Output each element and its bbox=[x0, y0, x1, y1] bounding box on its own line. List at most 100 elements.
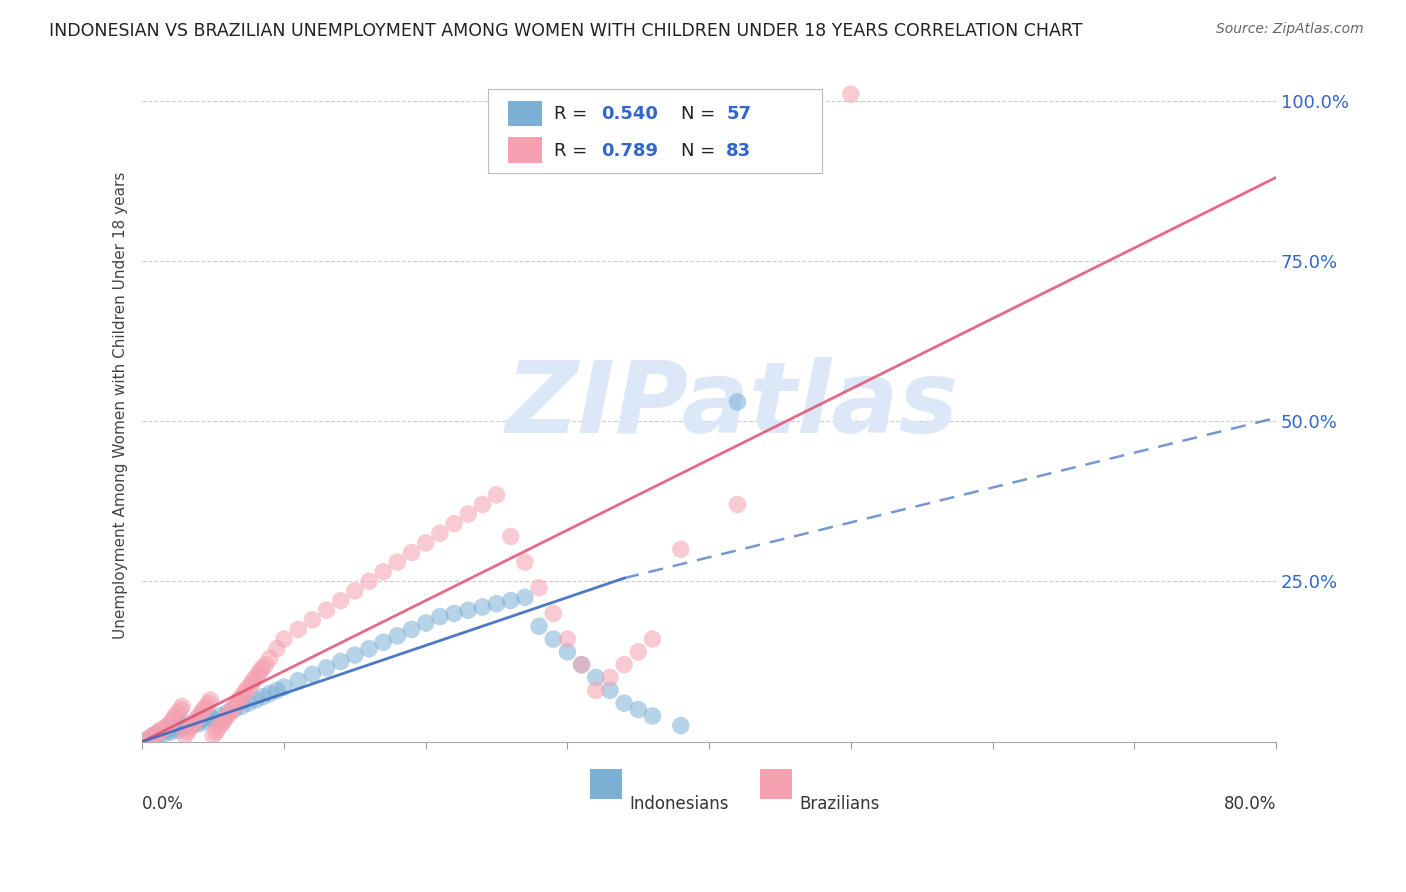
Point bbox=[155, 721, 177, 735]
Point bbox=[513, 591, 536, 605]
Point bbox=[135, 732, 157, 747]
Point bbox=[585, 671, 607, 685]
Point bbox=[557, 632, 579, 646]
Point bbox=[202, 728, 225, 742]
Point bbox=[527, 581, 550, 595]
Point bbox=[156, 718, 179, 732]
Point bbox=[401, 623, 423, 637]
Point bbox=[247, 667, 270, 681]
Point bbox=[485, 488, 508, 502]
Point bbox=[156, 723, 179, 737]
Point bbox=[443, 516, 465, 531]
Point bbox=[727, 395, 749, 409]
Text: 83: 83 bbox=[725, 142, 751, 160]
Point bbox=[727, 498, 749, 512]
Point bbox=[315, 661, 337, 675]
Point bbox=[585, 683, 607, 698]
Point bbox=[142, 728, 165, 742]
Point bbox=[571, 657, 593, 672]
Point bbox=[217, 709, 239, 723]
Point bbox=[541, 607, 564, 621]
Point bbox=[329, 655, 352, 669]
Text: 57: 57 bbox=[725, 105, 751, 123]
Point bbox=[387, 555, 409, 569]
Point bbox=[252, 661, 274, 675]
Point bbox=[235, 683, 257, 698]
Text: N =: N = bbox=[681, 105, 721, 123]
Point bbox=[217, 706, 239, 720]
Point bbox=[401, 545, 423, 559]
Point bbox=[343, 584, 366, 599]
Point bbox=[224, 699, 246, 714]
Point bbox=[373, 635, 395, 649]
Point bbox=[170, 718, 193, 732]
Point bbox=[485, 597, 508, 611]
Point bbox=[191, 712, 214, 726]
Point bbox=[198, 696, 221, 710]
Point bbox=[209, 709, 232, 723]
Point bbox=[259, 651, 281, 665]
Point bbox=[471, 498, 494, 512]
Point bbox=[200, 693, 222, 707]
Point bbox=[188, 716, 211, 731]
Point bbox=[186, 712, 208, 726]
Point bbox=[527, 619, 550, 633]
Point bbox=[641, 632, 664, 646]
Point bbox=[429, 609, 451, 624]
Text: 0.0%: 0.0% bbox=[142, 796, 184, 814]
Point bbox=[173, 721, 195, 735]
Point bbox=[471, 599, 494, 614]
Point bbox=[266, 641, 288, 656]
Point bbox=[173, 728, 195, 742]
Text: ZIPatlas: ZIPatlas bbox=[505, 357, 959, 453]
Point bbox=[357, 641, 380, 656]
Point bbox=[188, 709, 211, 723]
Point bbox=[627, 702, 650, 716]
Point bbox=[176, 725, 198, 739]
Text: 0.789: 0.789 bbox=[602, 142, 658, 160]
Point bbox=[162, 712, 184, 726]
Point bbox=[245, 693, 267, 707]
Point bbox=[138, 731, 160, 746]
Point bbox=[571, 657, 593, 672]
Text: Source: ZipAtlas.com: Source: ZipAtlas.com bbox=[1216, 22, 1364, 37]
Point bbox=[415, 536, 437, 550]
Point bbox=[148, 725, 170, 739]
Point bbox=[233, 687, 256, 701]
Point bbox=[141, 730, 163, 744]
Text: INDONESIAN VS BRAZILIAN UNEMPLOYMENT AMONG WOMEN WITH CHILDREN UNDER 18 YEARS CO: INDONESIAN VS BRAZILIAN UNEMPLOYMENT AMO… bbox=[49, 22, 1083, 40]
Point bbox=[180, 718, 202, 732]
Point bbox=[238, 680, 260, 694]
Point bbox=[231, 690, 253, 704]
Point bbox=[142, 728, 165, 742]
FancyBboxPatch shape bbox=[591, 769, 621, 799]
Point bbox=[357, 574, 380, 589]
Point bbox=[145, 730, 167, 744]
Point bbox=[557, 645, 579, 659]
Point bbox=[240, 677, 263, 691]
Point bbox=[287, 673, 309, 688]
Point bbox=[148, 725, 170, 739]
Point bbox=[152, 722, 174, 736]
Point bbox=[193, 702, 215, 716]
Point bbox=[273, 680, 295, 694]
Point bbox=[228, 693, 250, 707]
Point bbox=[613, 657, 636, 672]
Point bbox=[231, 699, 253, 714]
Point bbox=[219, 706, 242, 720]
Point bbox=[221, 702, 243, 716]
Point bbox=[541, 632, 564, 646]
Point bbox=[205, 725, 228, 739]
Point bbox=[249, 664, 271, 678]
Point bbox=[343, 648, 366, 662]
Point bbox=[499, 593, 522, 607]
Point bbox=[245, 671, 267, 685]
Point bbox=[212, 715, 235, 730]
Point bbox=[195, 699, 218, 714]
Point bbox=[252, 690, 274, 704]
Point bbox=[191, 706, 214, 720]
FancyBboxPatch shape bbox=[509, 137, 543, 162]
Point bbox=[166, 706, 188, 720]
Point bbox=[613, 696, 636, 710]
Point bbox=[387, 629, 409, 643]
